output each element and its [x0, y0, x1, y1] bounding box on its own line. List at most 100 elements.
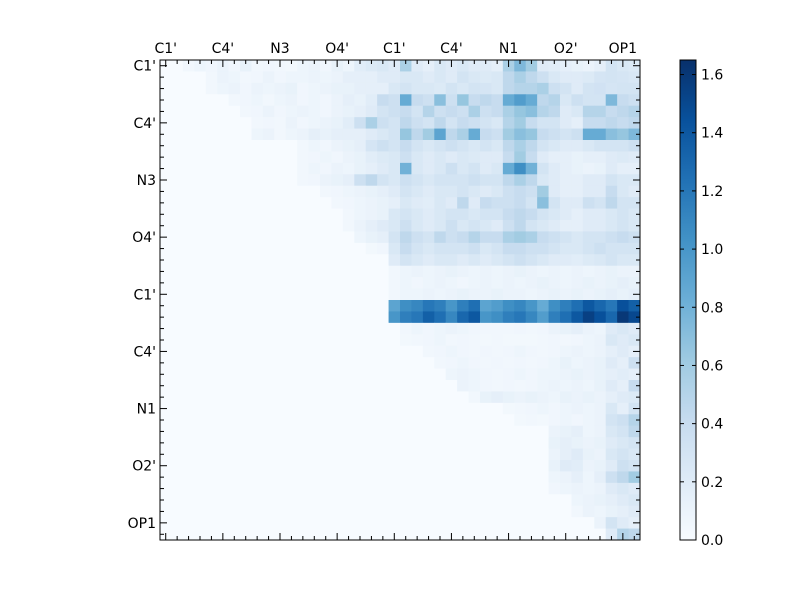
heatmap-cell	[194, 311, 207, 324]
heatmap-cell	[491, 471, 504, 484]
heatmap-cell	[628, 425, 641, 438]
heatmap-cell	[251, 448, 264, 461]
heatmap-cell	[434, 425, 447, 438]
heatmap-cell	[320, 117, 332, 129]
heatmap-cell	[571, 162, 584, 175]
heatmap-cell	[491, 265, 504, 278]
heatmap-cell	[217, 448, 229, 461]
heatmap-cell	[468, 185, 481, 198]
heatmap-cell	[194, 357, 207, 369]
heatmap-cell	[605, 357, 618, 369]
heatmap-cell	[457, 288, 469, 301]
heatmap-cell	[480, 402, 492, 415]
heatmap-cell	[251, 460, 264, 472]
heatmap-cell	[480, 185, 492, 198]
heatmap-cell	[400, 345, 412, 358]
heatmap-cell	[240, 197, 252, 209]
heatmap-cell	[228, 174, 241, 187]
heatmap-cell	[342, 391, 355, 404]
heatmap-cell	[228, 437, 241, 449]
heatmap-cell	[468, 231, 481, 244]
heatmap-cell	[342, 505, 355, 518]
heatmap-cell	[445, 345, 458, 358]
heatmap-cell	[217, 300, 229, 312]
heatmap-cell	[468, 128, 481, 141]
heatmap-cell	[434, 162, 447, 175]
heatmap-cell	[594, 82, 607, 95]
heatmap-cell	[285, 425, 298, 438]
heatmap-cell	[354, 482, 367, 495]
heatmap-cell	[171, 494, 184, 507]
heatmap-cell	[468, 117, 481, 129]
heatmap-cell	[514, 460, 527, 472]
heatmap-cell	[240, 71, 252, 84]
heatmap-cell	[182, 242, 195, 255]
heatmap-cell	[502, 391, 515, 404]
heatmap-cell	[285, 140, 298, 152]
heatmap-cell	[228, 94, 241, 107]
heatmap-cell	[468, 60, 481, 72]
heatmap-cell	[582, 528, 595, 541]
heatmap-cell	[480, 162, 492, 175]
heatmap-cell	[194, 425, 207, 438]
heatmap-cell	[365, 460, 378, 472]
heatmap-cell	[228, 322, 241, 335]
heatmap-cell	[388, 185, 401, 198]
heatmap-cell	[182, 174, 195, 187]
heatmap-cell	[308, 482, 321, 495]
heatmap-cell	[617, 345, 629, 358]
heatmap-cell	[240, 425, 252, 438]
heatmap-cell	[617, 162, 629, 175]
heatmap-cell	[582, 197, 595, 209]
heatmap-cell	[491, 277, 504, 289]
heatmap-cell	[617, 425, 629, 438]
heatmap-cell	[480, 174, 492, 187]
heatmap-cell	[354, 380, 367, 392]
heatmap-cell	[480, 117, 492, 129]
heatmap-cell	[514, 174, 527, 187]
heatmap-cell	[525, 368, 538, 381]
heatmap-cell	[297, 322, 309, 335]
heatmap-cell	[228, 391, 241, 404]
heatmap-cell	[422, 174, 435, 187]
heatmap-cell	[422, 460, 435, 472]
heatmap-cell	[171, 94, 184, 107]
heatmap-cell	[262, 82, 275, 95]
heatmap-cell	[205, 334, 218, 347]
heatmap-cell	[468, 105, 481, 118]
heatmap-cell	[445, 437, 458, 449]
heatmap-cell	[320, 185, 332, 198]
heatmap-cell	[240, 311, 252, 324]
heatmap-cell	[377, 128, 389, 141]
heatmap-cell	[297, 528, 309, 541]
heatmap-cell	[297, 505, 309, 518]
heatmap-cell	[560, 460, 572, 472]
heatmap-cell	[502, 368, 515, 381]
heatmap-cell	[514, 437, 527, 449]
heatmap-cell	[457, 528, 469, 541]
heatmap-cell	[194, 128, 207, 141]
heatmap-cell	[594, 437, 607, 449]
heatmap-cell	[262, 437, 275, 449]
heatmap-cell	[205, 265, 218, 278]
heatmap-cell	[571, 197, 584, 209]
heatmap-cell	[194, 402, 207, 415]
heatmap-cell	[388, 402, 401, 415]
heatmap-cell	[182, 505, 195, 518]
heatmap-cell	[285, 334, 298, 347]
heatmap-cell	[240, 414, 252, 427]
heatmap-cell	[320, 71, 332, 84]
heatmap-cell	[411, 162, 424, 175]
heatmap-cell	[342, 471, 355, 484]
heatmap-cell	[571, 448, 584, 461]
heatmap-cell	[434, 528, 447, 541]
heatmap-cell	[548, 197, 561, 209]
heatmap-cell	[400, 505, 412, 518]
heatmap-cell	[468, 448, 481, 461]
heatmap-cell	[285, 505, 298, 518]
heatmap-cell	[582, 277, 595, 289]
heatmap-cell	[388, 151, 401, 164]
heatmap-cell	[297, 60, 309, 72]
heatmap-cell	[422, 254, 435, 267]
heatmap-cell	[320, 345, 332, 358]
